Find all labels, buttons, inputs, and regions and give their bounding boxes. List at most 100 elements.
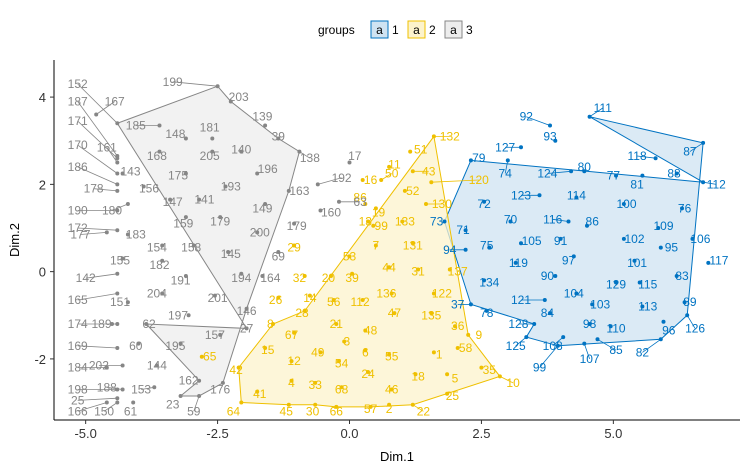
data-point-1-93	[553, 138, 558, 143]
point-label-64: 64	[227, 404, 241, 418]
legend-key-1	[370, 20, 389, 39]
x-axis-title: Dim.1	[380, 449, 414, 464]
data-point-3-59	[197, 394, 202, 398]
data-point-2-51	[408, 149, 413, 154]
data-point-2-86	[363, 202, 368, 206]
point-label-140: 140	[231, 143, 251, 157]
y-tick-label: 2	[39, 177, 46, 192]
point-label-6: 6	[362, 345, 369, 359]
data-point-1-104	[574, 291, 579, 296]
data-point-3-150	[115, 400, 120, 405]
point-label-144: 144	[147, 359, 167, 373]
point-label-175: 175	[168, 169, 188, 183]
point-label-178: 178	[84, 182, 104, 196]
point-label-179: 179	[287, 219, 307, 233]
label-connector	[526, 116, 551, 126]
point-label-161: 161	[97, 140, 117, 154]
data-point-1-87	[701, 140, 706, 145]
point-label-99: 99	[533, 361, 547, 375]
data-point-3-162	[197, 378, 202, 383]
label-connector	[703, 181, 717, 185]
point-label-153: 153	[131, 383, 151, 397]
point-label-22: 22	[417, 404, 431, 418]
point-label-179: 179	[210, 215, 230, 229]
legend-title: groups	[318, 23, 355, 37]
point-label-200: 200	[250, 225, 270, 239]
point-label-60: 60	[129, 339, 143, 353]
data-point-2-65	[199, 354, 204, 359]
legend-key-3	[444, 20, 463, 39]
point-label-202: 202	[89, 359, 109, 373]
data-point-2-39	[350, 271, 355, 276]
data-point-3-161	[115, 160, 120, 165]
data-point-2-35	[479, 365, 484, 370]
legend-key-2	[407, 20, 426, 39]
data-point-3-170	[115, 171, 120, 176]
data-point-3-174	[115, 322, 120, 326]
data-point-2-14	[307, 293, 312, 298]
point-label-128: 128	[508, 317, 528, 331]
data-point-1-95	[658, 245, 663, 250]
data-point-1-110	[608, 324, 613, 329]
label-connector	[106, 386, 123, 390]
point-label-123: 123	[511, 188, 531, 202]
data-point-2-18	[413, 372, 418, 377]
data-point-3-177	[104, 230, 109, 235]
point-label-95: 95	[665, 241, 679, 255]
point-label-154: 154	[147, 241, 167, 255]
data-point-2-120	[429, 180, 434, 185]
point-label-27: 27	[240, 321, 254, 335]
data-point-3-39	[276, 136, 281, 141]
data-point-3-156	[141, 184, 146, 189]
point-label-70: 70	[504, 212, 518, 226]
data-point-2-12	[289, 359, 294, 364]
label-connector	[77, 293, 118, 301]
point-label-131: 131	[403, 239, 423, 253]
point-label-92: 92	[520, 110, 534, 124]
data-point-3-196	[255, 171, 260, 176]
point-label-72: 72	[477, 197, 491, 211]
data-point-2-9	[466, 332, 471, 337]
data-point-3-203	[228, 99, 233, 104]
data-point-1-71	[463, 228, 468, 233]
data-point-2-2	[387, 402, 392, 407]
point-label-189: 189	[91, 317, 111, 331]
data-point-2-68	[339, 385, 344, 390]
label-connector	[93, 188, 118, 192]
point-label-138: 138	[300, 151, 320, 165]
point-label-78: 78	[480, 306, 494, 320]
point-label-98: 98	[583, 317, 597, 331]
data-point-3-147	[168, 197, 173, 202]
point-label-36: 36	[451, 319, 465, 333]
data-point-3-158	[191, 243, 196, 248]
data-point-2-43	[410, 169, 415, 174]
point-label-115: 115	[638, 278, 657, 292]
data-point-3-63	[337, 199, 341, 204]
data-point-3-193	[223, 184, 228, 189]
point-label-155: 155	[110, 254, 130, 268]
label-connector	[412, 404, 424, 412]
data-point-1-105	[519, 241, 523, 246]
data-point-3-140	[239, 149, 244, 154]
y-tick-label: 4	[39, 90, 46, 105]
data-point-1-80	[582, 169, 587, 174]
data-point-2-11	[387, 164, 392, 169]
point-label-146: 146	[237, 304, 257, 318]
point-label-110: 110	[606, 321, 625, 335]
data-point-3-139	[263, 123, 268, 128]
point-label-52: 52	[406, 184, 420, 198]
label-connector	[80, 232, 107, 235]
point-label-68: 68	[335, 383, 349, 397]
point-label-166: 166	[68, 404, 88, 418]
data-point-1-79	[468, 158, 473, 163]
label-connector	[637, 155, 656, 159]
label-connector	[95, 101, 115, 115]
data-point-3-153	[152, 385, 157, 390]
data-point-2-67	[292, 330, 297, 335]
data-point-3-148	[183, 136, 188, 141]
data-point-1-103	[590, 302, 595, 307]
data-point-3-25	[115, 396, 120, 401]
point-label-19: 19	[372, 206, 386, 220]
point-label-57: 57	[364, 402, 378, 416]
